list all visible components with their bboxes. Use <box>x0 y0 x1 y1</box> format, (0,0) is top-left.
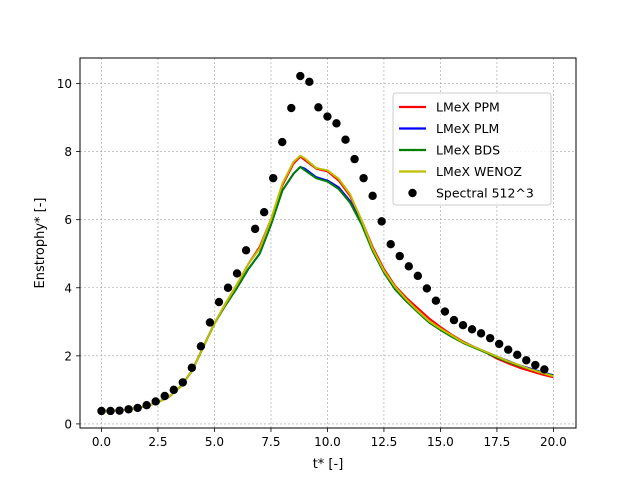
data-point-spectral-512-3 <box>377 217 386 226</box>
x-tick-label: 5.0 <box>205 435 224 449</box>
data-point-spectral-512-3 <box>250 224 260 234</box>
x-tick-label: 15.0 <box>427 435 454 449</box>
data-point-spectral-512-3 <box>494 339 504 349</box>
plot-frame <box>79 57 577 429</box>
data-point-spectral-512-3 <box>440 307 450 316</box>
legend-label: LMeX PLM <box>436 121 499 136</box>
y-tick-label: 2 <box>64 349 72 363</box>
data-point-spectral-512-3 <box>386 239 395 249</box>
data-point-spectral-512-3 <box>232 269 242 278</box>
data-point-spectral-512-3 <box>332 119 341 128</box>
series-line-lmex-wenoz <box>101 154 554 413</box>
data-point-spectral-512-3 <box>269 173 278 183</box>
data-point-spectral-512-3 <box>350 154 359 164</box>
legend-box <box>392 92 552 206</box>
x-tick-label: 2.5 <box>148 435 167 449</box>
data-point-spectral-512-3 <box>187 363 197 372</box>
x-tick-label: 17.5 <box>484 435 511 449</box>
data-point-spectral-512-3 <box>404 262 413 271</box>
data-point-spectral-512-3 <box>278 137 287 147</box>
data-point-spectral-512-3 <box>160 391 169 401</box>
data-point-spectral-512-3 <box>205 318 215 327</box>
x-tick-label: 20.0 <box>540 435 567 449</box>
tick-layer: 0.0 2.5 5.0 7.5 10.0 12.5 15.0 17.5 20.0 0 2 4 6 8 10 <box>57 77 567 449</box>
legend-label: LMeX WENOZ <box>436 164 522 179</box>
data-point-spectral-512-3 <box>368 191 377 201</box>
data-point-spectral-512-3 <box>124 405 133 414</box>
data-point-spectral-512-3 <box>458 321 468 330</box>
data-point-spectral-512-3 <box>241 246 251 255</box>
data-point-spectral-512-3 <box>151 397 160 406</box>
series-layer <box>97 71 554 416</box>
data-point-spectral-512-3 <box>133 403 142 413</box>
data-point-spectral-512-3 <box>259 207 269 217</box>
y-tick-label: 4 <box>64 281 72 295</box>
data-point-spectral-512-3 <box>214 297 224 307</box>
data-point-spectral-512-3 <box>422 284 432 293</box>
data-point-spectral-512-3 <box>305 77 314 87</box>
y-axis-label: Enstrophy* [-] <box>33 198 48 289</box>
data-point-spectral-512-3 <box>169 385 178 395</box>
data-point-spectral-512-3 <box>449 315 459 325</box>
legend-label: LMeX BDS <box>436 143 500 158</box>
data-point-spectral-512-3 <box>341 135 350 144</box>
legend: LMeX PPM LMeX PLM LMeX BDS LMeX WENOZ Spectr… <box>392 92 552 206</box>
legend-swatch <box>408 188 417 198</box>
data-point-spectral-512-3 <box>314 103 323 112</box>
data-point-spectral-512-3 <box>296 71 305 81</box>
y-tick-label: 0 <box>64 417 72 431</box>
data-point-spectral-512-3 <box>115 406 124 415</box>
x-tick-label: 7.5 <box>261 435 280 449</box>
data-point-spectral-512-3 <box>476 329 486 338</box>
data-point-spectral-512-3 <box>531 360 540 370</box>
y-tick-label: 8 <box>64 145 72 159</box>
y-tick-label: 10 <box>57 77 72 91</box>
x-tick-label: 12.5 <box>371 435 398 449</box>
data-point-spectral-512-3 <box>287 103 296 113</box>
x-tick-label: 10.0 <box>314 435 341 449</box>
data-point-spectral-512-3 <box>142 400 151 410</box>
data-point-spectral-512-3 <box>223 283 233 292</box>
data-point-spectral-512-3 <box>522 356 531 365</box>
data-point-spectral-512-3 <box>540 365 549 374</box>
data-point-spectral-512-3 <box>359 173 368 183</box>
data-point-spectral-512-3 <box>504 345 513 354</box>
x-axis-label: t* [-] <box>313 457 344 472</box>
data-point-spectral-512-3 <box>97 406 106 416</box>
data-point-spectral-512-3 <box>395 251 404 261</box>
y-tick-label: 6 <box>64 213 72 227</box>
data-point-spectral-512-3 <box>323 112 332 121</box>
data-point-spectral-512-3 <box>485 333 495 343</box>
data-point-spectral-512-3 <box>513 350 522 360</box>
legend-label: LMeX PPM <box>436 100 500 115</box>
x-tick-label: 0.0 <box>92 435 111 449</box>
legend-label: Spectral 512^3 <box>436 186 534 201</box>
data-point-spectral-512-3 <box>413 271 423 281</box>
data-point-spectral-512-3 <box>178 378 188 387</box>
data-point-spectral-512-3 <box>467 325 477 334</box>
data-point-spectral-512-3 <box>431 296 441 305</box>
data-point-spectral-512-3 <box>196 342 206 351</box>
data-point-spectral-512-3 <box>106 406 115 416</box>
